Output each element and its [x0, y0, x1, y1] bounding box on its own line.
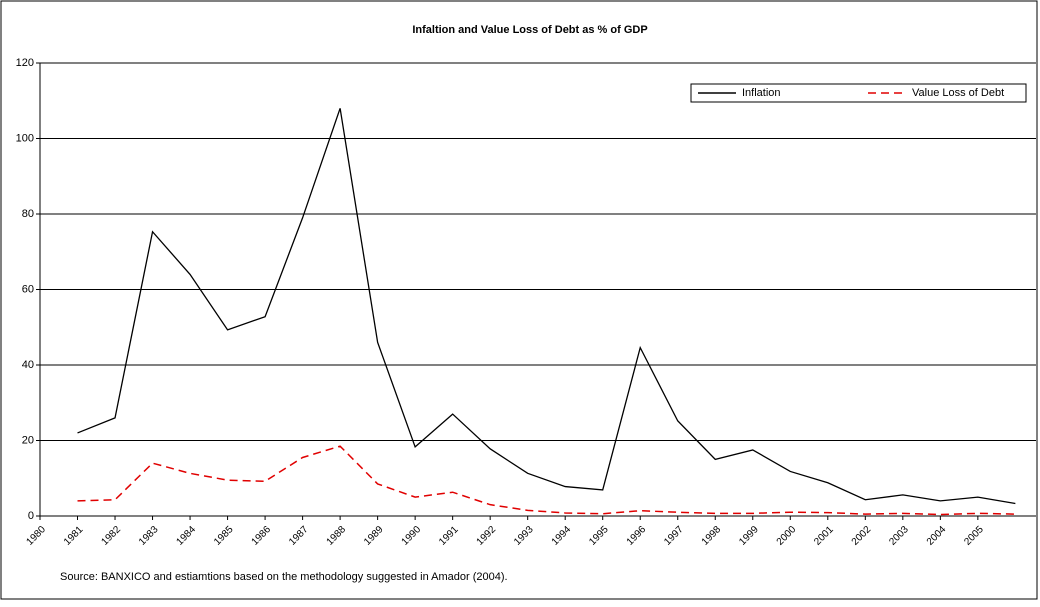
y-tick-label: 0	[28, 510, 34, 522]
y-tick-label: 100	[16, 132, 34, 144]
legend: Inflation Value Loss of Debt	[690, 83, 1027, 103]
y-tick-label: 80	[22, 208, 34, 220]
line-series	[77, 108, 1016, 505]
y-tick-label: 20	[22, 434, 34, 446]
line-series	[77, 445, 1016, 516]
legend-box	[690, 83, 1027, 103]
source-note: Source: BANXICO and estiamtions based on…	[60, 571, 508, 583]
y-tick-label: 120	[16, 57, 34, 69]
legend-label: Inflation	[742, 87, 781, 99]
chart-title: Infaltion and Value Loss of Debt as % of…	[412, 24, 647, 36]
y-tick-label: 60	[22, 283, 34, 295]
y-tick-label: 40	[22, 359, 34, 371]
legend-label: Value Loss of Debt	[912, 87, 1004, 99]
